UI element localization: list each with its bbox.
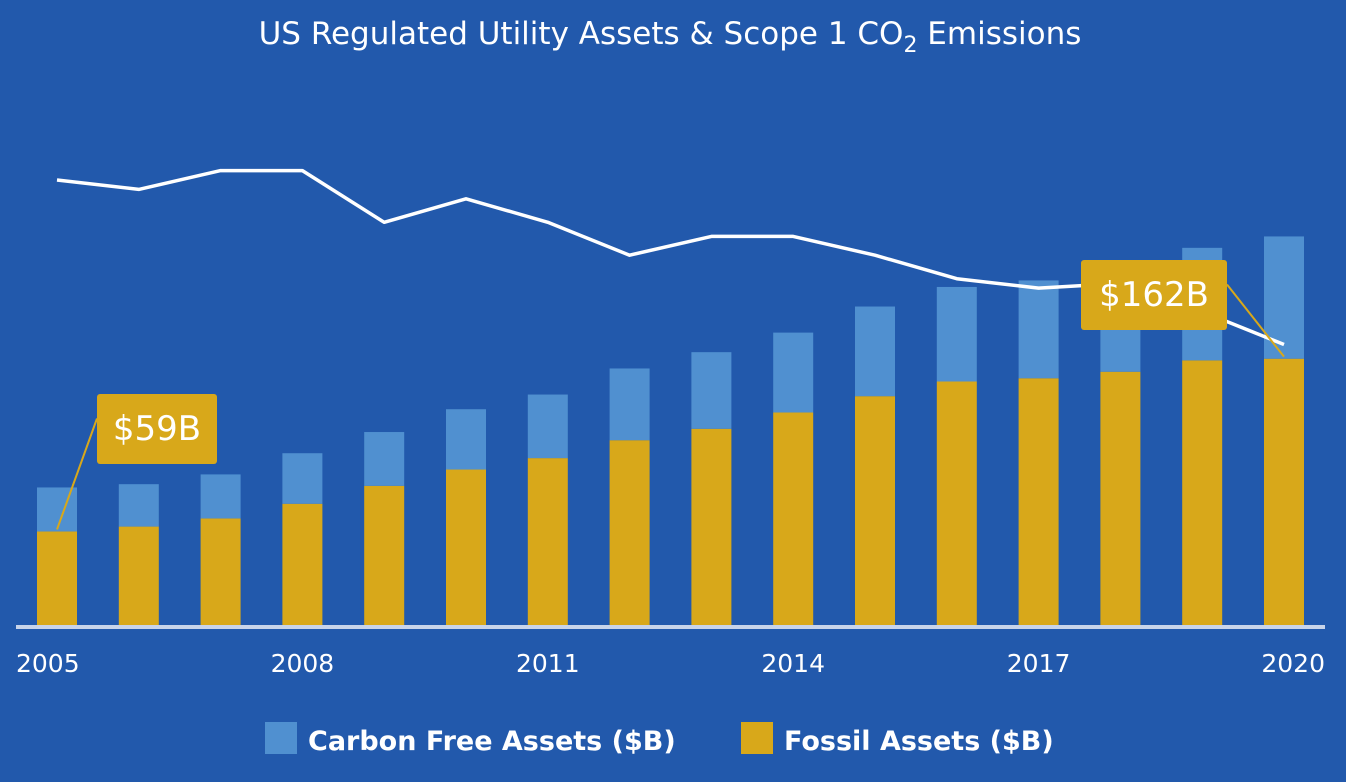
legend-label-fossil: Fossil Assets ($B)	[784, 726, 1054, 757]
bar-fossil-2010	[446, 469, 486, 626]
bar-carbon-free-2013	[691, 352, 732, 429]
bar-fossil-2007	[200, 518, 241, 626]
bar-carbon-free-2009	[364, 432, 405, 486]
emissions-line	[56, 168, 1285, 347]
bar-fossil-2017	[1018, 378, 1059, 626]
bar-fossil-2009	[364, 485, 405, 626]
chart-title: US Regulated Utility Assets & Scope 1 CO…	[259, 16, 1082, 58]
legend-swatch-carbon-free	[265, 722, 297, 754]
bar-fossil-2016	[936, 381, 977, 626]
x-tick-2005: 2005	[16, 649, 80, 678]
bar-fossil-2012	[609, 440, 650, 626]
x-tick-2008: 2008	[271, 649, 335, 678]
bar-fossil-2015	[855, 396, 895, 626]
bar-fossil-2006	[118, 526, 159, 626]
callouts-group: $59B $162B	[56, 260, 1285, 530]
bar-carbon-free-2005	[37, 487, 77, 532]
bar-carbon-free-2016	[936, 286, 977, 382]
x-tick-2011: 2011	[516, 649, 580, 678]
bar-carbon-free-2008	[282, 453, 323, 504]
x-tick-labels: 2005 2008 2011 2014 2017 2020	[16, 649, 1325, 678]
bar-fossil-2011	[527, 458, 568, 626]
callout-leader-2005	[56, 418, 98, 530]
callout-leader-2020	[1226, 283, 1285, 358]
x-tick-2014: 2014	[761, 649, 825, 678]
legend-label-carbon-free: Carbon Free Assets ($B)	[308, 726, 676, 757]
callout-label-2020: $162B	[1099, 275, 1209, 315]
bar-fossil-2013	[691, 428, 732, 626]
bar-carbon-free-2015	[855, 306, 895, 397]
bar-fossil-2020	[1264, 358, 1304, 626]
bar-fossil-2014	[773, 412, 814, 626]
bar-fossil-2008	[282, 503, 323, 626]
bar-carbon-free-2012	[609, 368, 650, 441]
bar-carbon-free-2010	[446, 409, 486, 470]
x-tick-2020: 2020	[1261, 649, 1325, 678]
callout-label-2005: $59B	[113, 409, 201, 449]
bar-fossil-2005	[37, 531, 77, 626]
bar-carbon-free-2007	[200, 474, 241, 519]
bar-carbon-free-2017	[1018, 280, 1059, 379]
bar-carbon-free-2006	[118, 484, 159, 527]
legend: Carbon Free Assets ($B) Fossil Assets ($…	[265, 722, 1054, 757]
x-tick-2017: 2017	[1007, 649, 1071, 678]
callout-box-2005	[97, 394, 217, 464]
bar-fossil-2019	[1182, 360, 1223, 626]
callout-box-2020	[1081, 260, 1227, 330]
bar-carbon-free-2011	[527, 394, 568, 459]
bar-carbon-free-2014	[773, 332, 814, 413]
legend-swatch-fossil	[741, 722, 773, 754]
bar-fossil-2018	[1100, 371, 1141, 626]
